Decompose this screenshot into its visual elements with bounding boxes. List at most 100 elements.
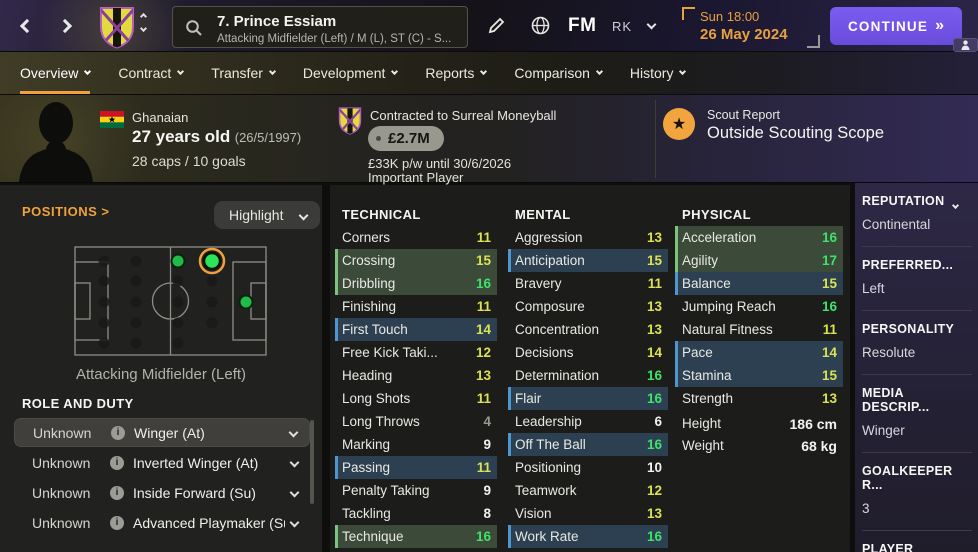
attribute-value: 12 [475, 345, 491, 360]
sidebar-section-value: Continental [862, 217, 931, 232]
chevron-down-icon [268, 67, 276, 75]
club-crest-icon [338, 107, 362, 135]
chevron-down-icon [289, 517, 300, 528]
chevron-down-icon [679, 67, 687, 75]
tab-reports[interactable]: Reports [425, 52, 488, 94]
attribute-name: Positioning [515, 460, 582, 475]
sidebar-section-player-traits: PLAYER TRAITS >Gets Forward Whenever Pos… [862, 531, 972, 552]
body-stat-row: Height 186 cm [675, 413, 843, 435]
tab-development[interactable]: Development [303, 52, 399, 94]
sidebar-section-header: PREFERRED... [862, 258, 954, 272]
attribute-value: 16 [646, 529, 662, 544]
attribute-row: Penalty Taking 9 [335, 479, 497, 502]
attributes-column-title: TECHNICAL [342, 207, 421, 222]
positions-link[interactable]: POSITIONS > [22, 204, 110, 219]
attribute-value: 16 [821, 230, 837, 245]
forward-button[interactable] [50, 10, 80, 42]
attribute-name: Teamwork [515, 483, 577, 498]
tab-label: Reports [425, 64, 475, 81]
attribute-name: Long Shots [342, 391, 411, 406]
sidebar-section-value: Winger [862, 423, 905, 438]
attribute-value: 16 [475, 529, 491, 544]
attribute-value: 14 [475, 322, 491, 337]
attribute-name: Anticipation [515, 253, 585, 268]
attribute-row: Concentration 13 [508, 318, 668, 341]
attribute-row: Natural Fitness 11 [675, 318, 843, 341]
role-list-scrollbar[interactable] [310, 420, 314, 504]
chevron-down-icon [480, 67, 488, 75]
scout-star-icon: ★ [663, 108, 695, 140]
attribute-row: Long Shots 11 [335, 387, 497, 410]
sidebar-section-header[interactable]: REPUTATION [862, 194, 945, 208]
attribute-value: 17 [821, 253, 837, 268]
tab-contract[interactable]: Contract [118, 52, 185, 94]
attribute-row: Pace 14 [675, 341, 843, 364]
role-duty-row[interactable]: Unknown i Inside Forward (Su) [14, 478, 310, 507]
attribute-name: Balance [682, 276, 731, 291]
chevron-up-icon [139, 12, 148, 21]
attribute-name: Off The Ball [515, 437, 586, 452]
title-bar: 7. Prince Essiam Attacking Midfielder (L… [0, 0, 978, 52]
player-position-summary: Attacking Midfielder (Left) / M (L), ST … [217, 33, 452, 45]
age-value: 27 years old [132, 127, 231, 146]
attribute-row: Off The Ball 16 [508, 433, 668, 456]
attribute-name: Composure [515, 299, 585, 314]
attribute-row: Stamina 15 [675, 364, 843, 387]
tab-label: Contract [118, 64, 172, 81]
caps-goals: 28 caps / 10 goals [132, 153, 246, 169]
attribute-row: Composure 13 [508, 295, 668, 318]
club-crest-icon[interactable] [97, 5, 137, 49]
info-icon: i [110, 455, 124, 470]
attribute-row: Technique 16 [335, 525, 497, 548]
attribute-value: 13 [646, 230, 662, 245]
attribute-value: 16 [821, 299, 837, 314]
sidebar-section-goalkeeper-r: GOALKEEPER R... 3 [862, 453, 972, 531]
game-date[interactable]: Sun 18:00 26 May 2024 [682, 6, 822, 48]
attribute-name: Crossing [342, 253, 396, 268]
continue-button[interactable]: CONTINUE » [830, 7, 962, 45]
attributes-column-mental: MENTAL Aggression 13 Anticipation 15 Bravery 1… [508, 203, 668, 548]
transfer-value-tag: £2.7M [368, 126, 444, 151]
attribute-row: Strength 13 [675, 387, 843, 410]
unused-position-dots [98, 255, 218, 349]
attribute-value: 9 [483, 437, 491, 452]
tab-transfer[interactable]: Transfer [211, 52, 276, 94]
position-dot-ml [170, 253, 186, 269]
tab-overview[interactable]: Overview [20, 52, 92, 94]
highlight-dropdown[interactable]: Highlight [214, 201, 320, 229]
attribute-row: Free Kick Taki... 12 [335, 341, 497, 364]
player-search-box[interactable]: 7. Prince Essiam Attacking Midfielder (L… [172, 6, 468, 48]
body-stat-value: 186 cm [789, 416, 837, 432]
club-cycle-stepper[interactable] [139, 12, 148, 33]
tab-comparison[interactable]: Comparison [514, 52, 603, 94]
position-dot-aml [202, 251, 222, 271]
fm-menu-logo[interactable]: FM [568, 15, 597, 36]
tab-history[interactable]: History [630, 52, 687, 94]
attribute-name: Vision [515, 506, 552, 521]
presence-badge [953, 38, 978, 52]
attribute-value: 4 [483, 414, 491, 429]
attribute-name: Agility [682, 253, 719, 268]
date-corner-decoration [682, 7, 695, 20]
primary-position-caption: Attacking Midfielder (Left) [75, 366, 247, 383]
attribute-name: Finishing [342, 299, 397, 314]
attribute-row: Heading 13 [335, 364, 497, 387]
chevron-down-icon[interactable] [646, 19, 657, 30]
position-dot-stc [238, 294, 254, 310]
attribute-name: Acceleration [682, 230, 757, 245]
attribute-name: Aggression [515, 230, 583, 245]
contract-club-label: Contracted to Surreal Moneyball [370, 108, 557, 123]
role-duty-row[interactable]: Unknown i Inverted Winger (At) [14, 448, 310, 477]
role-duty-row[interactable]: Unknown i Advanced Playmaker (Su) [14, 508, 310, 537]
world-icon[interactable] [530, 15, 551, 36]
sidebar-section-header: GOALKEEPER R... [862, 464, 953, 492]
role-duty-row[interactable]: Unknown i Winger (At) [14, 418, 310, 447]
back-button[interactable] [12, 10, 42, 42]
double-chevron-icon: » [935, 17, 944, 34]
attribute-row: Determination 16 [508, 364, 668, 387]
edit-icon[interactable] [487, 15, 507, 35]
attribute-name: Heading [342, 368, 393, 383]
role-name: Advanced Playmaker (Su) [133, 514, 285, 531]
manager-initials[interactable]: RK [612, 19, 633, 34]
attribute-row: Balance 15 [675, 272, 843, 295]
